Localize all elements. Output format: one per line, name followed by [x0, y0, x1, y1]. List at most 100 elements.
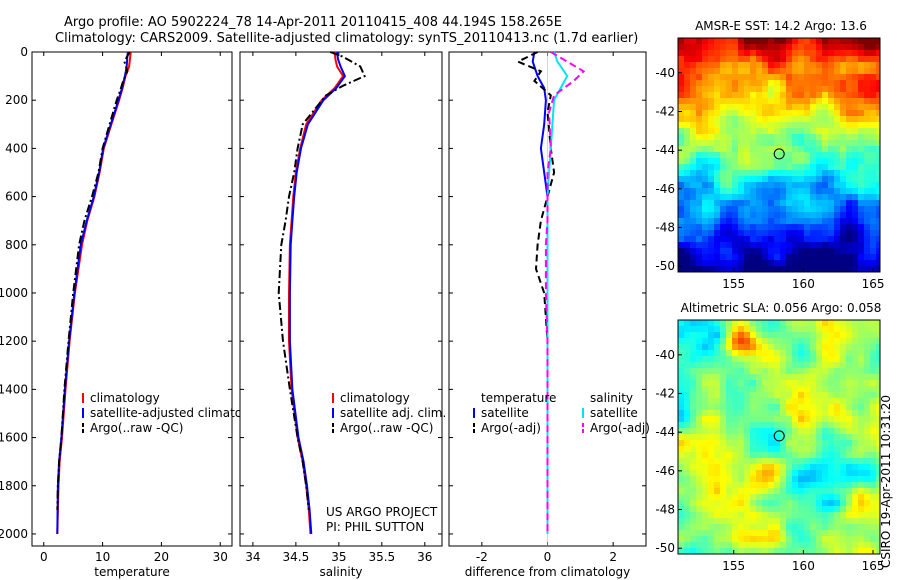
map-cell — [726, 38, 732, 44]
map-cell — [804, 254, 810, 260]
map-cell — [690, 68, 696, 74]
map-cell — [876, 452, 880, 458]
map-cell — [858, 326, 864, 332]
map-cell — [696, 368, 702, 374]
map-cell — [774, 536, 780, 542]
map-cell — [738, 62, 744, 68]
map-cell — [858, 512, 864, 518]
map-cell — [750, 56, 756, 62]
map-cell — [780, 260, 786, 266]
map-cell — [786, 320, 792, 326]
map-cell — [762, 332, 768, 338]
map-cell — [720, 158, 726, 164]
map-cell — [798, 320, 804, 326]
map-cell — [732, 368, 738, 374]
map-cell — [744, 470, 750, 476]
x-tick-label: 30 — [213, 550, 228, 564]
map-cell — [684, 494, 690, 500]
map-cell — [828, 530, 834, 536]
map-cell — [810, 542, 816, 548]
map-cell — [690, 530, 696, 536]
map-cell — [822, 68, 828, 74]
map-cell — [804, 452, 810, 458]
map-cell — [804, 488, 810, 494]
map-cell — [792, 518, 798, 524]
map-cell — [834, 92, 840, 98]
map-cell — [840, 182, 846, 188]
legend-label: satellite — [590, 406, 638, 420]
map-cell — [720, 170, 726, 176]
map-cell — [726, 548, 732, 554]
map-cell — [828, 356, 834, 362]
map-cell — [840, 404, 846, 410]
map-cell — [858, 428, 864, 434]
map-cell — [822, 176, 828, 182]
map-cell — [852, 104, 858, 110]
map-cell — [678, 434, 684, 440]
map-cell — [702, 50, 708, 56]
map-cell — [810, 374, 816, 380]
map-cell — [750, 200, 756, 206]
map-cell — [696, 326, 702, 332]
map-cell — [810, 152, 816, 158]
map-cell — [780, 266, 786, 272]
map-cell — [828, 458, 834, 464]
map-cell — [780, 140, 786, 146]
map-cell — [792, 110, 798, 116]
map-cell — [756, 194, 762, 200]
map-cell — [780, 158, 786, 164]
map-cell — [804, 338, 810, 344]
map-cell — [756, 548, 762, 554]
map-cell — [846, 350, 852, 356]
map-cell — [786, 188, 792, 194]
map-cell — [798, 158, 804, 164]
map-cell — [774, 464, 780, 470]
map-cell — [708, 248, 714, 254]
map-cell — [738, 224, 744, 230]
map-cell — [780, 104, 786, 110]
map-frame — [677, 37, 881, 273]
map-cell — [852, 512, 858, 518]
map-cell — [684, 170, 690, 176]
map-cell — [774, 422, 780, 428]
map-cell — [822, 320, 828, 326]
map-cell — [744, 464, 750, 470]
map-cell — [846, 524, 852, 530]
map-cell — [804, 398, 810, 404]
map-cell — [756, 404, 762, 410]
map-cell — [834, 170, 840, 176]
map-cell — [750, 182, 756, 188]
map-cell — [798, 338, 804, 344]
map-cell — [762, 152, 768, 158]
map-cell — [726, 320, 732, 326]
map-cell — [768, 404, 774, 410]
map-cell — [798, 524, 804, 530]
map-cell — [804, 494, 810, 500]
map-cell — [708, 368, 714, 374]
map-cell — [798, 98, 804, 104]
map-cell — [822, 542, 828, 548]
map-cell — [876, 518, 880, 524]
map-cell — [690, 128, 696, 134]
map-cell — [756, 440, 762, 446]
map-cell — [738, 356, 744, 362]
map-cell — [738, 386, 744, 392]
map-cell — [786, 206, 792, 212]
map-cell — [756, 374, 762, 380]
map-cell — [816, 458, 822, 464]
map-cell — [792, 266, 798, 272]
map-cell — [846, 440, 852, 446]
panel-temperature: 0 10 20 30020040060080010001200140016001800… — [0, 45, 268, 579]
map-cell — [714, 104, 720, 110]
map-cell — [828, 98, 834, 104]
map-cell — [852, 92, 858, 98]
map-cell — [684, 368, 690, 374]
map-cell — [684, 218, 690, 224]
map-cell — [852, 170, 858, 176]
map-cell — [738, 200, 744, 206]
map-cell — [876, 536, 880, 542]
map-cell — [792, 332, 798, 338]
map-cell — [864, 392, 870, 398]
map-cell — [840, 212, 846, 218]
map-cell — [702, 140, 708, 146]
